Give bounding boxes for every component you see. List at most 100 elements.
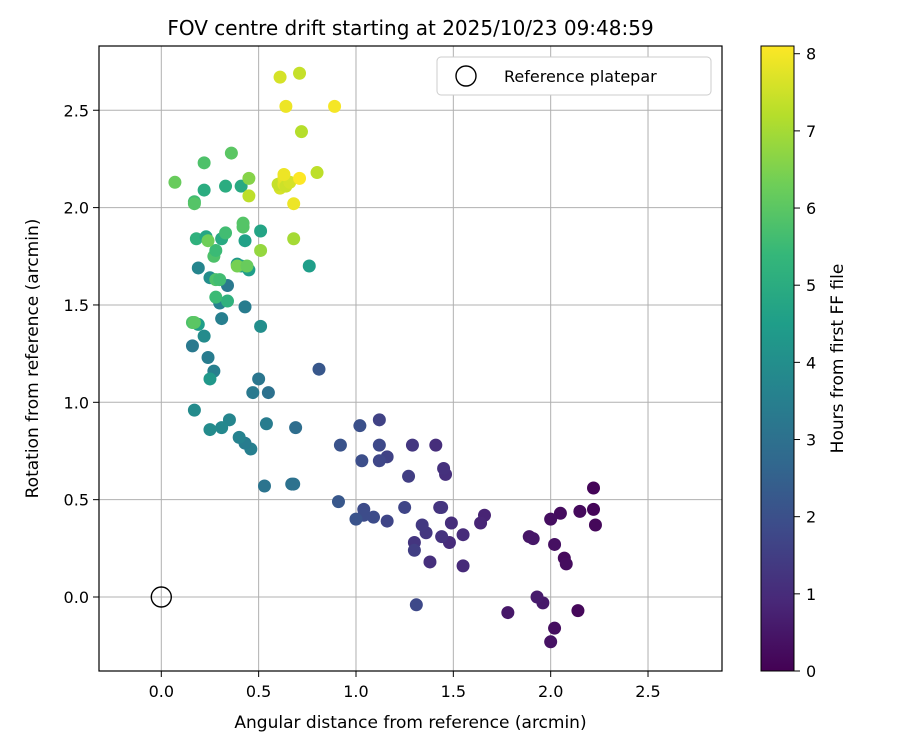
data-point: [289, 421, 303, 435]
data-point: [456, 528, 470, 542]
data-point: [236, 216, 250, 230]
colorbar: 0 1 2 3 4 5 6 7 8 Hours from first FF file: [760, 45, 848, 681]
data-point: [544, 635, 558, 649]
data-point: [213, 273, 227, 287]
data-point: [559, 557, 573, 571]
data-point: [474, 516, 488, 530]
data-point: [398, 500, 412, 514]
data-point: [230, 259, 244, 273]
data-point: [187, 315, 201, 329]
x-tick-label: 2.5: [635, 682, 660, 701]
data-point: [402, 469, 416, 483]
data-point: [287, 197, 301, 211]
y-tick-label: 2.5: [64, 101, 89, 120]
colorbar-tick-label: 3: [806, 431, 816, 450]
data-point: [224, 146, 238, 160]
data-point: [429, 438, 443, 452]
data-point: [380, 514, 394, 528]
colorbar-tick-label: 5: [806, 276, 816, 295]
legend-marker-icon: [455, 65, 477, 87]
colorbar-tick-label: 0: [806, 662, 816, 681]
data-point: [548, 537, 562, 551]
data-point: [310, 166, 324, 180]
x-axis-ticks: 0.0 0.5 1.0 1.5 2.0 2.5: [149, 671, 661, 701]
y-tick-label: 0.5: [64, 491, 89, 510]
data-point: [197, 183, 211, 197]
y-axis-ticks: 0.0 0.5 1.0 1.5 2.0 2.5: [64, 101, 99, 607]
data-point: [312, 362, 326, 376]
data-point: [587, 481, 601, 495]
colorbar-tick-label: 7: [806, 122, 816, 141]
x-tick-label: 2.0: [538, 682, 563, 701]
data-point: [189, 232, 203, 246]
data-point: [294, 125, 308, 139]
colorbar-tick-label: 8: [806, 45, 816, 64]
y-axis-label: Rotation from reference (arcmin): [23, 219, 43, 499]
data-point: [240, 259, 254, 273]
data-point: [544, 512, 558, 526]
data-point: [201, 351, 215, 365]
data-point: [302, 259, 316, 273]
colorbar-bar: [760, 45, 795, 672]
legend-label: Reference platepar: [504, 67, 657, 86]
legend: Reference platepar: [436, 56, 712, 96]
y-tick-label: 1.5: [64, 296, 89, 315]
colorbar-ticks: 0 1 2 3 4 5 6 7 8: [794, 45, 816, 681]
data-point: [191, 261, 205, 275]
data-point: [168, 175, 182, 189]
data-point: [444, 516, 458, 530]
data-point: [242, 189, 256, 203]
colorbar-tick-label: 1: [806, 585, 816, 604]
data-point: [246, 386, 260, 400]
data-point: [257, 479, 271, 493]
data-point: [573, 504, 587, 518]
data-point: [456, 559, 470, 573]
data-point: [238, 300, 252, 314]
y-tick-label: 0.0: [64, 588, 89, 607]
plot-area: [99, 46, 722, 671]
data-point: [254, 224, 268, 238]
data-point: [372, 438, 386, 452]
data-point: [588, 518, 602, 532]
data-point: [526, 532, 540, 546]
data-point: [287, 232, 301, 246]
data-point: [372, 454, 386, 468]
x-tick-label: 0.0: [149, 682, 174, 701]
data-point: [203, 372, 217, 386]
data-point: [242, 171, 256, 185]
data-point: [279, 99, 293, 113]
x-axis-label: Angular distance from reference (arcmin): [234, 713, 586, 733]
data-point: [273, 70, 287, 84]
data-point: [215, 312, 229, 326]
data-point: [252, 372, 266, 386]
data-point: [219, 179, 233, 193]
data-point: [372, 413, 386, 427]
data-point: [187, 403, 201, 417]
data-point: [587, 502, 601, 516]
chart-title: FOV centre drift starting at 2025/10/23 …: [167, 16, 653, 40]
data-point: [197, 156, 211, 170]
data-point: [293, 66, 307, 80]
data-point: [407, 543, 421, 557]
data-point: [254, 319, 268, 333]
colorbar-tick-label: 6: [806, 199, 816, 218]
data-points: [168, 66, 602, 649]
data-point: [201, 234, 215, 248]
data-point: [220, 294, 234, 308]
colorbar-tick-label: 4: [806, 353, 816, 372]
x-tick-label: 1.0: [343, 682, 368, 701]
reference-marker: [150, 586, 173, 608]
y-tick-label: 1.0: [64, 393, 89, 412]
data-point: [405, 438, 419, 452]
data-point: [209, 243, 223, 257]
data-point: [437, 462, 451, 476]
grid-lines: [99, 46, 722, 671]
data-point: [571, 604, 585, 618]
data-point: [277, 168, 291, 182]
plot-frame: [98, 45, 723, 672]
legend-box: [436, 56, 712, 96]
data-point: [293, 171, 307, 185]
data-point: [530, 590, 544, 604]
colorbar-label: Hours from first FF file: [828, 264, 848, 454]
